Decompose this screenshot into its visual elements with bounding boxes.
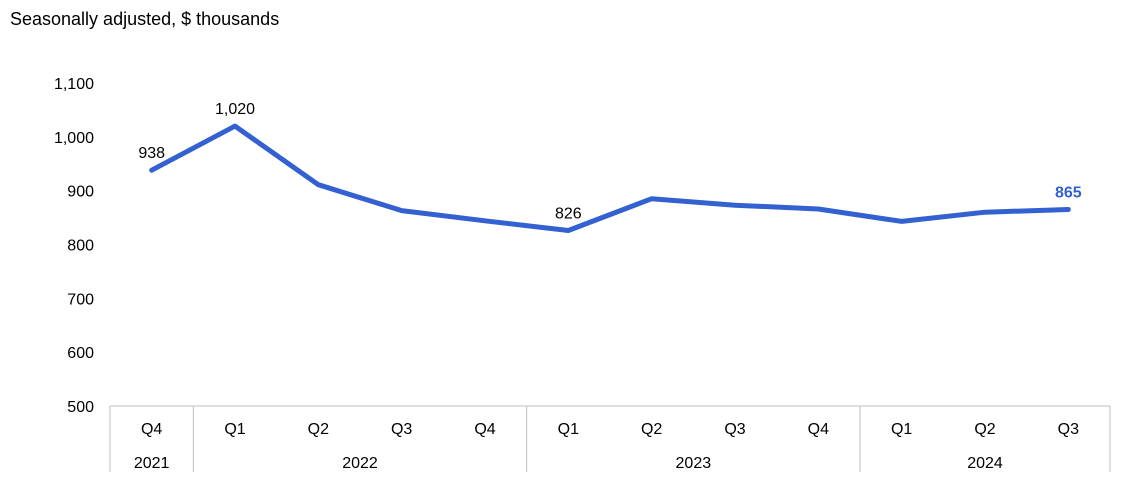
- x-axis-ticks: Q4 Q1 Q2 Q3 Q4 Q1 Q2 Q3 Q4 Q1 Q2 Q3 2021 2022 2023 2024: [134, 421, 1079, 472]
- x-year-label: 2021: [134, 455, 170, 472]
- x-tick-label: Q4: [474, 421, 495, 438]
- x-tick-label: Q2: [641, 421, 662, 438]
- x-tick-label: Q3: [391, 421, 412, 438]
- x-year-label: 2024: [967, 455, 1003, 472]
- chart-subtitle: Seasonally adjusted, $ thousands: [10, 9, 279, 29]
- x-tick-label: Q2: [974, 421, 995, 438]
- x-tick-label: Q3: [1058, 421, 1079, 438]
- x-tick-label: Q3: [724, 421, 745, 438]
- y-tick-label: 600: [67, 345, 94, 362]
- x-year-label: 2023: [676, 455, 712, 472]
- y-tick-label: 500: [67, 399, 94, 416]
- y-tick-label: 900: [67, 184, 94, 201]
- data-labels: 938 1,020 826 865: [138, 101, 1081, 222]
- x-tick-label: Q2: [308, 421, 329, 438]
- x-tick-label: Q4: [808, 421, 829, 438]
- series-group: [149, 123, 1071, 233]
- data-label: 938: [138, 145, 165, 162]
- y-tick-label: 1,100: [54, 76, 94, 93]
- data-label: 1,020: [215, 101, 255, 118]
- x-tick-label: Q1: [224, 421, 245, 438]
- data-label: 826: [555, 206, 582, 223]
- x-tick-label: Q1: [891, 421, 912, 438]
- data-label: 865: [1055, 185, 1082, 202]
- y-axis-ticks: 500 600 700 800 900 1,000 1,100: [54, 76, 94, 416]
- y-tick-label: 800: [67, 238, 94, 255]
- x-tick-label: Q1: [558, 421, 579, 438]
- y-tick-label: 700: [67, 291, 94, 308]
- series-line: [149, 123, 1071, 233]
- y-tick-label: 1,000: [54, 130, 94, 147]
- x-year-label: 2022: [342, 455, 378, 472]
- axes: [109, 405, 1111, 472]
- x-tick-label: Q4: [141, 421, 162, 438]
